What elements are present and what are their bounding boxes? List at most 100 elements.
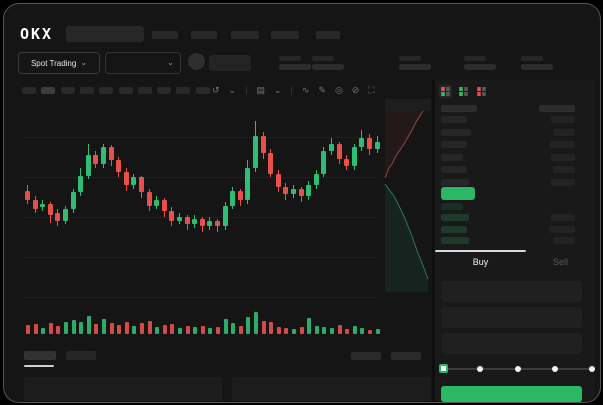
volume-bar — [299, 327, 304, 334]
volume-bar — [367, 330, 372, 334]
volume-bar — [306, 318, 311, 334]
order-total-input[interactable] — [441, 333, 582, 354]
divider: | — [290, 84, 293, 95]
orderbook-ask-amount-bar — [553, 129, 575, 136]
orderbook-ask-price-bar[interactable] — [441, 154, 463, 161]
fullscreen-icon[interactable]: ⛶ — [368, 84, 375, 95]
volume-bar — [40, 328, 45, 334]
orderbook-ask-amount-bar — [551, 116, 575, 123]
nav-item[interactable] — [152, 31, 178, 39]
timeframe-button[interactable] — [176, 87, 190, 94]
candle-body — [71, 192, 76, 209]
timeframe-button[interactable] — [157, 87, 171, 94]
timeframe-button[interactable] — [80, 87, 94, 94]
candle-body — [329, 144, 334, 151]
volume-bar — [131, 326, 136, 334]
undo-icon[interactable]: ↺ — [212, 84, 220, 95]
bottom-table-panel — [232, 377, 431, 401]
nav-item[interactable] — [191, 31, 217, 39]
screenshot-icon[interactable]: ◎ — [334, 84, 343, 95]
candle-body — [344, 159, 349, 166]
orderbook-asks-icon[interactable] — [475, 85, 488, 98]
timeframe-button[interactable] — [41, 87, 55, 94]
stat-value — [464, 64, 496, 70]
bottom-action-chip[interactable] — [351, 352, 381, 360]
chart-style-icon[interactable]: ▤ — [256, 84, 265, 95]
timeframe-button[interactable] — [119, 87, 133, 94]
slider-handle[interactable] — [439, 364, 448, 373]
tab-buy[interactable]: Buy — [472, 257, 489, 267]
timeframe-button[interactable] — [99, 87, 113, 94]
market-type-dropdown[interactable]: Spot Trading ⌄ — [18, 52, 100, 74]
bottom-tab-history[interactable] — [66, 351, 96, 360]
volume-bar — [359, 328, 364, 334]
slider-stop-dot[interactable] — [514, 366, 521, 372]
nav-item[interactable] — [231, 31, 259, 39]
volume-bar — [200, 326, 205, 334]
volume-bar — [329, 328, 334, 334]
tab-sell[interactable]: Sell — [552, 257, 568, 267]
volume-bar — [55, 326, 60, 334]
order-price-input[interactable] — [441, 281, 582, 302]
volume-bar — [291, 329, 296, 334]
volume-bar — [185, 326, 190, 334]
candle-body — [116, 160, 121, 172]
candle-body — [109, 147, 114, 160]
orderbook-ask-price-bar[interactable] — [441, 129, 471, 136]
orderbook-bid-price-bar[interactable] — [441, 203, 463, 210]
orderbook-last-price[interactable] — [441, 187, 475, 200]
order-side-tabs: Buy Sell — [435, 250, 595, 274]
candle-body — [169, 211, 174, 221]
nav-item[interactable] — [271, 31, 299, 39]
draw-tool-icon[interactable]: ✎ — [318, 84, 326, 95]
orderbook-combined-icon[interactable] — [439, 85, 452, 98]
stat-value — [279, 64, 311, 70]
market-type-label: Spot Trading — [30, 58, 77, 68]
chevron-down-icon[interactable]: ⌄ — [228, 84, 237, 95]
search-input[interactable] — [66, 26, 144, 42]
bottom-action-chip[interactable] — [391, 352, 421, 360]
volume-bar — [314, 326, 319, 334]
settings-icon[interactable]: ⊘ — [351, 84, 360, 95]
candle-body — [359, 138, 364, 147]
indicator-line-icon[interactable]: ∿ — [301, 84, 310, 95]
candle-body — [192, 219, 197, 224]
orderbook-bid-price-bar[interactable] — [441, 214, 469, 221]
slider-stop-dot[interactable] — [589, 366, 595, 372]
candlestick-chart[interactable] — [24, 104, 432, 337]
timeframe-button[interactable] — [22, 87, 36, 94]
nav-item[interactable] — [316, 31, 340, 39]
slider-stop-dot[interactable] — [551, 366, 558, 372]
orderbook-bid-price-bar[interactable] — [441, 226, 467, 233]
pair-selector-dropdown[interactable]: ⌄ — [105, 52, 181, 74]
orderbook-bids-icon[interactable] — [457, 85, 470, 98]
orderbook-bid-price-bar[interactable] — [441, 237, 469, 244]
volume-bar — [33, 324, 38, 334]
slider-stop-dot[interactable] — [477, 366, 484, 372]
timeframe-button[interactable] — [138, 87, 152, 94]
buy-submit-button[interactable] — [441, 386, 582, 402]
orderbook-trade-panel: Buy Sell — [435, 80, 595, 402]
candle-body — [33, 200, 38, 209]
candle-body — [291, 189, 296, 194]
candle-body — [306, 185, 311, 196]
orderbook-ask-price-bar[interactable] — [441, 116, 467, 123]
okx-logo[interactable]: OKX — [20, 25, 54, 43]
depth-bids-line — [384, 183, 429, 280]
amount-percent-slider[interactable] — [435, 363, 595, 375]
orderbook-bid-amount-bar — [553, 237, 575, 244]
order-amount-input[interactable] — [441, 307, 582, 328]
volume-bar — [352, 326, 357, 334]
timeframe-button[interactable] — [196, 87, 210, 94]
stat-label — [464, 56, 486, 61]
candle-body — [40, 204, 45, 207]
volume-bar — [63, 322, 68, 334]
orderbook-ask-price-bar[interactable] — [441, 141, 467, 148]
chevron-down-icon[interactable]: ⌄ — [273, 84, 282, 95]
orderbook-ask-price-bar[interactable] — [441, 179, 469, 186]
orderbook-ask-price-bar[interactable] — [441, 166, 467, 173]
candle-body — [101, 147, 106, 164]
bottom-tab-orders[interactable] — [24, 351, 56, 360]
timeframe-button[interactable] — [61, 87, 75, 94]
candles-layer — [24, 104, 384, 337]
